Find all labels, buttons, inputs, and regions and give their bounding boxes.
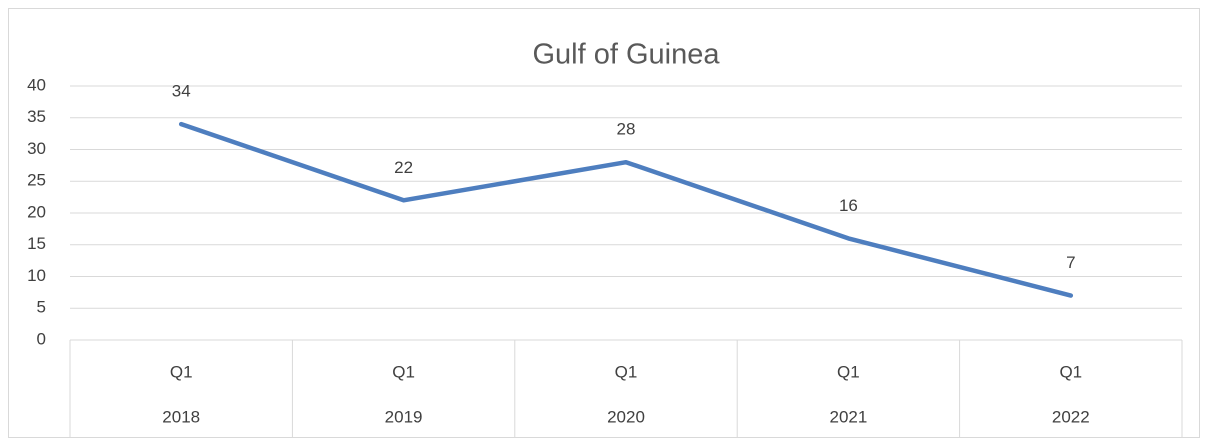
x-tick-label: Q1 [392,362,415,381]
data-line [178,121,1074,298]
data-label: 7 [1066,253,1075,272]
chart-title: Gulf of Guinea [533,39,721,71]
data-label: 16 [839,196,858,215]
y-tick-label: 15 [27,234,46,253]
y-tick-label: 30 [27,139,46,158]
chart-border [8,8,1200,438]
x-tick-label: Q1 [1059,362,1082,381]
x-tick-label: Q1 [170,362,193,381]
y-tick-label: 25 [27,171,46,190]
data-label: 22 [394,158,413,177]
x-group-label: 2022 [1052,407,1090,426]
x-tick-label: Q1 [615,362,638,381]
y-tick-label: 10 [27,266,46,285]
data-label: 28 [617,120,636,139]
y-tick-label: 35 [27,107,46,126]
x-group-label: 2019 [385,407,423,426]
y-tick-label: 40 [27,75,46,94]
x-group-label: 2021 [829,407,867,426]
x-tick-label: Q1 [837,362,860,381]
x-group-label: 2020 [607,407,645,426]
y-tick-label: 5 [37,298,46,317]
y-tick-label: 0 [37,329,46,348]
y-tick-label: 20 [27,202,46,221]
x-group-label: 2018 [162,407,200,426]
data-label: 34 [172,82,191,101]
